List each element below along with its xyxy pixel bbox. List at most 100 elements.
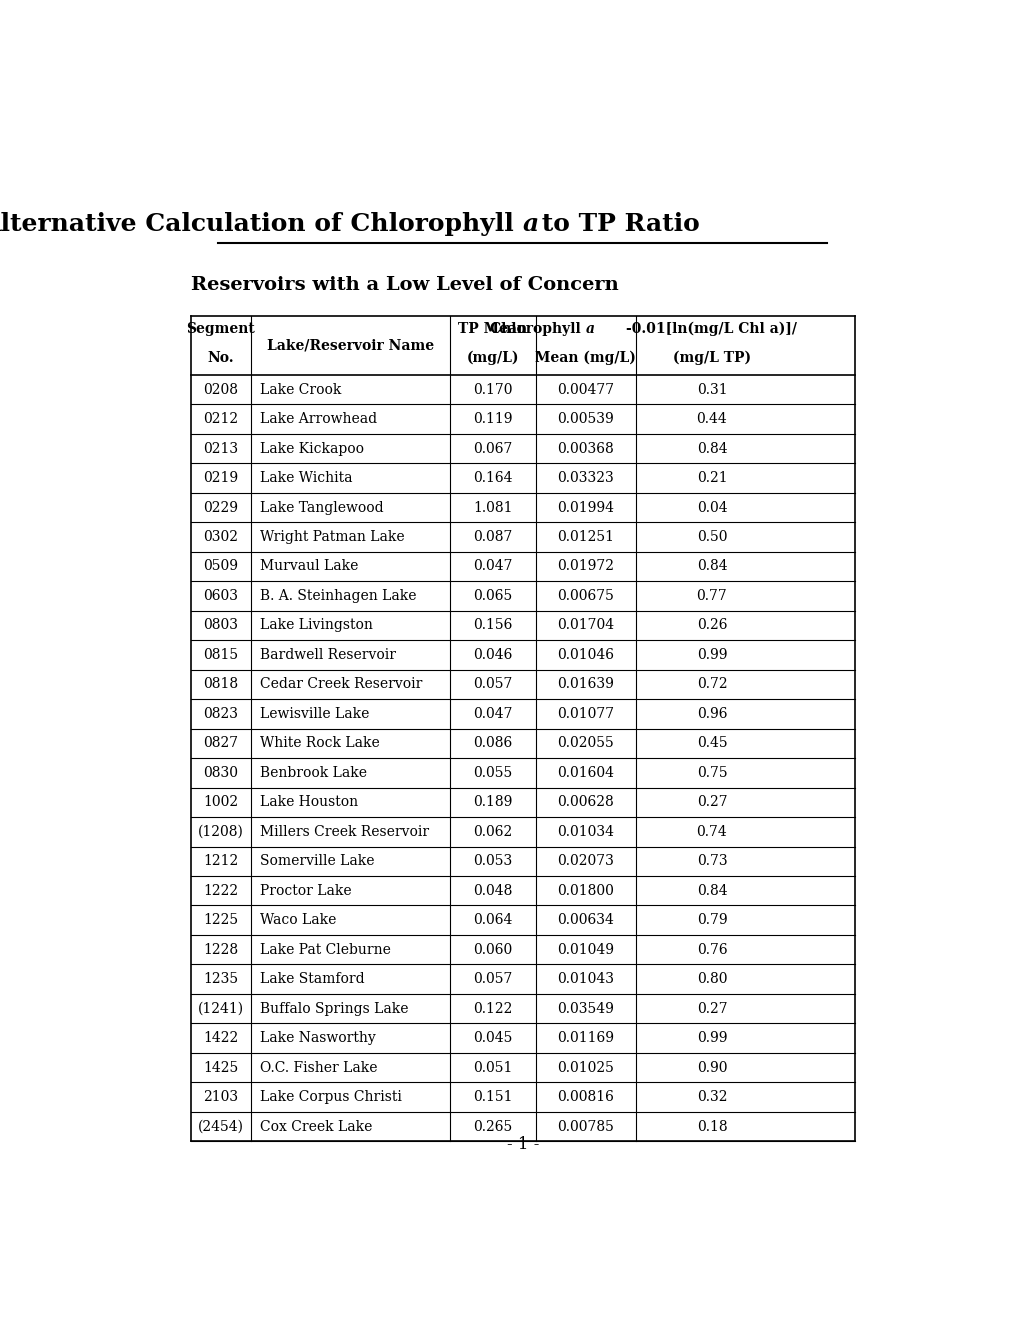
Text: 0.01800: 0.01800 <box>556 883 613 898</box>
Text: TP Mean: TP Mean <box>458 322 527 337</box>
Text: Lake Stamford: Lake Stamford <box>260 972 364 986</box>
Text: 0212: 0212 <box>203 412 238 426</box>
Text: 1212: 1212 <box>203 854 238 869</box>
Text: Lake Tanglewood: Lake Tanglewood <box>260 500 383 515</box>
Text: 0.04: 0.04 <box>696 500 727 515</box>
Text: 0.046: 0.046 <box>473 648 513 661</box>
Text: Alternative Calculation of Chlorophyll a to TP Ratio: Alternative Calculation of Chlorophyll a… <box>160 213 884 236</box>
Text: 0.053: 0.053 <box>473 854 512 869</box>
Text: Lake Kickapoo: Lake Kickapoo <box>260 442 364 455</box>
Text: 0.00477: 0.00477 <box>556 383 613 396</box>
Text: 0.73: 0.73 <box>696 854 727 869</box>
Text: 0.18: 0.18 <box>696 1119 727 1134</box>
Text: Somerville Lake: Somerville Lake <box>260 854 374 869</box>
Text: 0603: 0603 <box>203 589 237 603</box>
Text: (mg/L TP): (mg/L TP) <box>673 350 750 364</box>
Text: 0302: 0302 <box>203 531 237 544</box>
Text: 1422: 1422 <box>203 1031 238 1045</box>
Text: 0.32: 0.32 <box>696 1090 727 1104</box>
Text: Lake Crook: Lake Crook <box>260 383 341 396</box>
Text: 0.164: 0.164 <box>473 471 513 484</box>
Text: 0.055: 0.055 <box>473 766 512 780</box>
Text: 0.79: 0.79 <box>696 913 727 927</box>
Text: 0.75: 0.75 <box>696 766 727 780</box>
Text: -0.01[ln(mg/L Chl a)]/: -0.01[ln(mg/L Chl a)]/ <box>626 322 797 337</box>
Text: Murvaul Lake: Murvaul Lake <box>260 560 358 573</box>
Text: 0208: 0208 <box>203 383 237 396</box>
Text: Reservoirs with a Low Level of Concern: Reservoirs with a Low Level of Concern <box>191 276 618 294</box>
Text: 0.96: 0.96 <box>696 708 727 721</box>
Text: 0.77: 0.77 <box>696 589 727 603</box>
Text: 0.00368: 0.00368 <box>557 442 613 455</box>
Text: 0.045: 0.045 <box>473 1031 513 1045</box>
Text: Cox Creek Lake: Cox Creek Lake <box>260 1119 372 1134</box>
Text: 0827: 0827 <box>203 737 238 750</box>
Text: Segment: Segment <box>186 322 255 337</box>
Text: Lake/Reservoir Name: Lake/Reservoir Name <box>266 338 433 352</box>
Text: 1.081: 1.081 <box>473 500 513 515</box>
Text: 0.01972: 0.01972 <box>556 560 613 573</box>
Text: (1208): (1208) <box>198 825 244 838</box>
Text: 0.00675: 0.00675 <box>556 589 613 603</box>
Text: 0.01704: 0.01704 <box>556 619 613 632</box>
Text: 0.01025: 0.01025 <box>556 1060 613 1074</box>
Text: 0.44: 0.44 <box>696 412 727 426</box>
Text: Mean (mg/L): Mean (mg/L) <box>535 350 636 364</box>
Text: Proctor Lake: Proctor Lake <box>260 883 352 898</box>
Text: Lake Corpus Christi: Lake Corpus Christi <box>260 1090 401 1104</box>
Text: 1002: 1002 <box>203 795 238 809</box>
Text: 0.047: 0.047 <box>473 708 513 721</box>
Text: 0.119: 0.119 <box>473 412 513 426</box>
Text: Waco Lake: Waco Lake <box>260 913 336 927</box>
Text: (2454): (2454) <box>198 1119 244 1134</box>
Text: to TP Ratio: to TP Ratio <box>533 213 699 236</box>
Text: - 1 -: - 1 - <box>506 1135 538 1152</box>
Text: 0.01049: 0.01049 <box>556 942 613 957</box>
Text: 0229: 0229 <box>203 500 237 515</box>
Text: 0.02055: 0.02055 <box>557 737 613 750</box>
Text: 0.99: 0.99 <box>696 648 727 661</box>
Text: 2103: 2103 <box>203 1090 238 1104</box>
Text: 0219: 0219 <box>203 471 238 484</box>
Text: 0.99: 0.99 <box>696 1031 727 1045</box>
Text: O.C. Fisher Lake: O.C. Fisher Lake <box>260 1060 377 1074</box>
Text: Lake Arrowhead: Lake Arrowhead <box>260 412 377 426</box>
Text: 0.01604: 0.01604 <box>556 766 613 780</box>
Text: 0.151: 0.151 <box>473 1090 513 1104</box>
Text: 0.064: 0.064 <box>473 913 513 927</box>
Text: 1425: 1425 <box>203 1060 238 1074</box>
Text: 0.156: 0.156 <box>473 619 513 632</box>
Text: 0.80: 0.80 <box>696 972 727 986</box>
Text: 0.060: 0.060 <box>473 942 512 957</box>
Text: No.: No. <box>207 351 233 364</box>
Text: 0.03323: 0.03323 <box>557 471 613 484</box>
Text: 0.26: 0.26 <box>696 619 727 632</box>
Text: Benbrook Lake: Benbrook Lake <box>260 766 367 780</box>
Text: 1222: 1222 <box>203 883 238 898</box>
Text: 0815: 0815 <box>203 648 238 661</box>
Text: 0.90: 0.90 <box>696 1060 727 1074</box>
Text: 0.051: 0.051 <box>473 1060 513 1074</box>
Text: 0.72: 0.72 <box>696 677 727 692</box>
Text: 0.048: 0.048 <box>473 883 513 898</box>
Text: Lewisville Lake: Lewisville Lake <box>260 708 369 721</box>
Text: 0.21: 0.21 <box>696 471 727 484</box>
Text: 0.00634: 0.00634 <box>556 913 613 927</box>
Text: 0.01994: 0.01994 <box>556 500 613 515</box>
Text: 1228: 1228 <box>203 942 238 957</box>
Text: 0.01251: 0.01251 <box>556 531 613 544</box>
Text: 0.01043: 0.01043 <box>556 972 613 986</box>
Text: 0.087: 0.087 <box>473 531 513 544</box>
Text: 0818: 0818 <box>203 677 238 692</box>
Text: 0.01169: 0.01169 <box>556 1031 613 1045</box>
Text: Bardwell Reservoir: Bardwell Reservoir <box>260 648 395 661</box>
Text: 0.122: 0.122 <box>473 1002 513 1015</box>
Text: 0.057: 0.057 <box>473 972 513 986</box>
Text: 0.057: 0.057 <box>473 677 513 692</box>
Text: 0.062: 0.062 <box>473 825 512 838</box>
Text: 0.170: 0.170 <box>473 383 513 396</box>
Text: 1225: 1225 <box>203 913 238 927</box>
Text: 0.047: 0.047 <box>473 560 513 573</box>
Text: 0.01046: 0.01046 <box>556 648 613 661</box>
Text: Alternative Calculation of Chlorophyll: Alternative Calculation of Chlorophyll <box>0 213 522 236</box>
